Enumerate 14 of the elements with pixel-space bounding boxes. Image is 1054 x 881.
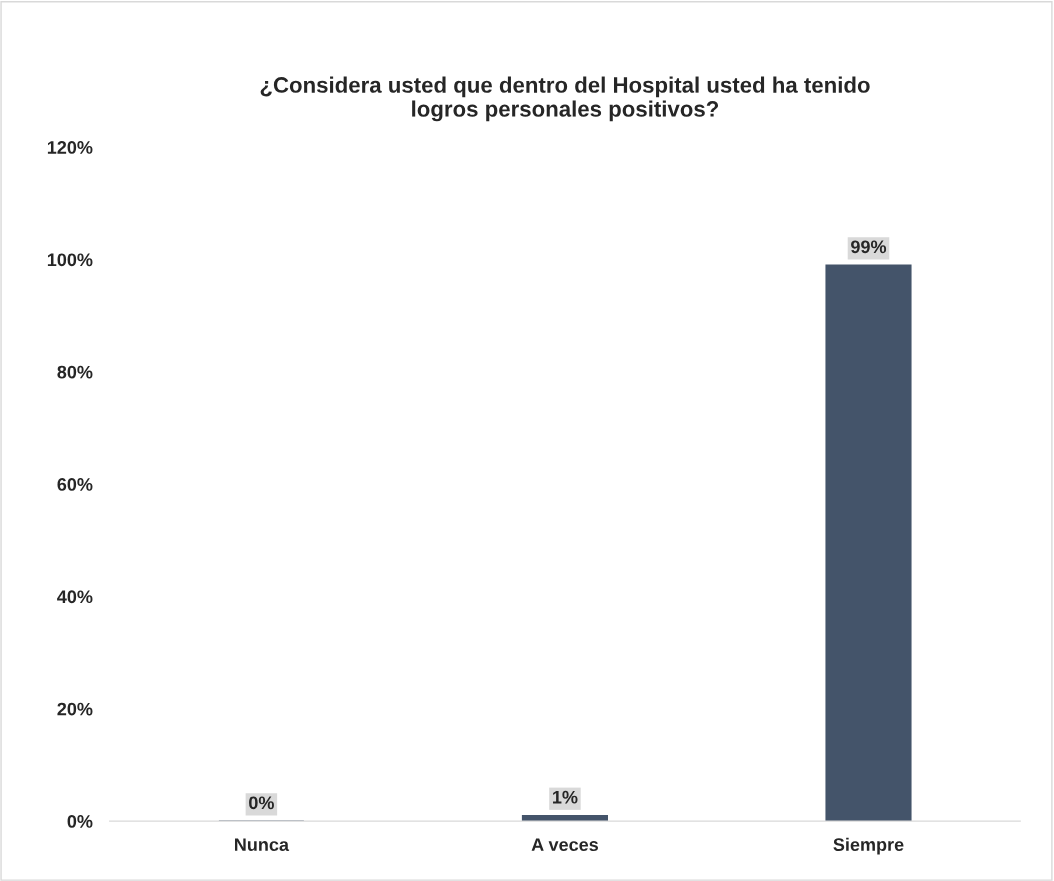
y-tick-label: 100%: [47, 253, 93, 267]
x-tick-label: Nunca: [235, 838, 290, 852]
x-tick-label: A veces: [531, 838, 598, 852]
data-label: 99%: [851, 240, 887, 254]
chart-title: ¿Considera usted que dentro del Hospital usted ha tenido logros personales positivos?: [260, 76, 870, 122]
y-tick-label: 40%: [57, 590, 93, 604]
y-tick-label: 60%: [57, 478, 93, 491]
y-tick-label: 0%: [67, 815, 93, 828]
y-tick-label: 20%: [57, 702, 93, 716]
data-label: 1%: [553, 790, 578, 804]
y-tick-label: 120%: [47, 141, 93, 154]
y-tick-label: 80%: [57, 365, 93, 379]
data-label: 0%: [249, 796, 274, 810]
x-tick-label: Siempre: [833, 837, 904, 855]
